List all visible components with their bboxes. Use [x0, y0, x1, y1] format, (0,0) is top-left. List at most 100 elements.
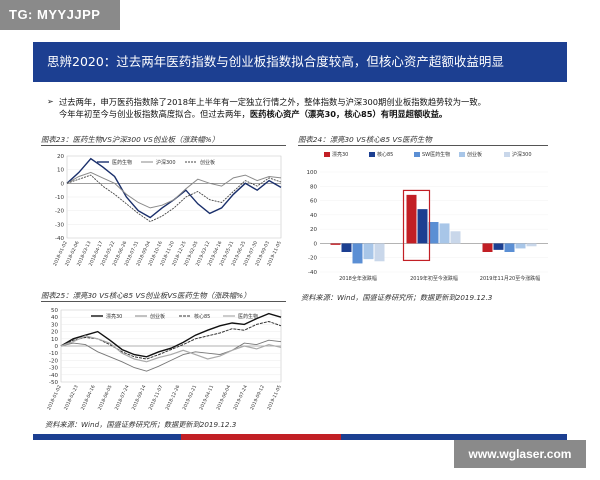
x-tick-label: 2019-09-12 — [249, 384, 266, 411]
y-tick-label: 0 — [314, 241, 318, 247]
y-tick-label: -20 — [55, 209, 64, 215]
fig25-caption: 图表25：漂亮30 VS核心85 VS创业板VS医药生物（涨跌幅%） — [41, 290, 286, 302]
legend-label: 医药生物 — [238, 313, 258, 320]
bar-创业板 — [515, 243, 526, 249]
fig24-caption-text: 图表24：漂亮30 VS核心85 VS医药生物 — [298, 135, 432, 144]
y-tick-label: 10 — [57, 168, 64, 174]
x-category-label: 2019年11月20至今涨跌幅 — [480, 275, 540, 282]
bar-漂亮30 — [482, 243, 493, 252]
bar-沪深300 — [374, 243, 385, 262]
fig23-chart: 20100-10-20-30-402018-01-022018-02-06201… — [52, 154, 283, 267]
y-tick-label: 30 — [51, 322, 58, 328]
y-tick-label: 100 — [307, 170, 318, 176]
fig25-source: 资料来源：Wind，国盛证券研究所；数据更新到2019.12.3 — [45, 420, 237, 429]
fig25-caption-text: 图表25：漂亮30 VS核心85 VS创业板VS医药生物（涨跌幅%） — [41, 291, 251, 300]
x-tick-label: 2018-09-14 — [131, 384, 148, 411]
watermark-top: TG: MYYJJPP — [0, 0, 120, 30]
series-line-医药生物 — [66, 157, 282, 219]
bar-核心85 — [493, 243, 504, 250]
x-tick-label: 2018-04-16 — [80, 384, 97, 411]
x-tick-label: 2018-06-05 — [97, 384, 114, 411]
y-tick-label: -50 — [49, 380, 58, 386]
y-tick-label: -40 — [49, 373, 58, 379]
bar-漂亮30 — [330, 243, 341, 245]
y-tick-label: 20 — [57, 154, 64, 160]
series-line-创业板 — [60, 339, 282, 372]
highlight-box — [402, 189, 431, 262]
legend-swatch — [324, 152, 330, 157]
y-tick-label: 0 — [61, 181, 65, 187]
legend-label: SW医药生物 — [422, 151, 450, 158]
legend-label: 漂亮30 — [106, 313, 122, 320]
legend-label: 创业板 — [150, 313, 165, 320]
y-tick-label: 40 — [310, 213, 317, 219]
series-line-医药生物 — [60, 335, 282, 363]
bullet-arrow-icon: ➢ — [47, 97, 54, 106]
y-tick-label: 20 — [310, 227, 317, 233]
bar-核心85 — [417, 209, 428, 244]
bar-创业板 — [439, 223, 450, 244]
x-tick-label: 2019-11-05 — [266, 384, 283, 411]
bar-沪深300 — [450, 231, 461, 244]
series-line-沪深300 — [66, 171, 282, 209]
y-tick-label: 10 — [51, 337, 58, 343]
x-category-label: 2019年初至今涨跌幅 — [410, 275, 458, 282]
y-tick-label: -40 — [308, 270, 317, 276]
series-line-创业板 — [66, 174, 282, 223]
y-tick-label: 60 — [310, 199, 317, 205]
fig24-chart: 100 80 60 40 20 0 -20 -40 2018全年涨跌幅 2019年初至今涨跌幅 20… — [307, 151, 548, 282]
y-tick-label: -10 — [49, 351, 58, 357]
legend-label: 医药生物 — [112, 159, 132, 166]
x-tick-label: 2019-02-21 — [181, 384, 198, 411]
y-tick-label: -40 — [55, 236, 64, 242]
series-line-漂亮30 — [60, 312, 282, 358]
legend-swatch — [414, 152, 420, 157]
bar-SW医药生物 — [428, 222, 439, 244]
x-tick-label: 2018-01-02 — [46, 384, 63, 411]
bullet-line-2-bold: 医药核心资产（漂亮30，核心85）有明显超额收益。 — [249, 109, 448, 119]
bullet-paragraph: ➢ 过去两年，申万医药指数除了2018年上半年有一定独立行情之外，整体指数与沪深… — [47, 96, 557, 120]
bar-沪深300 — [526, 243, 537, 247]
legend-label: 沪深300 — [512, 151, 532, 158]
y-tick-label: 80 — [310, 184, 317, 190]
slide: 思辨2020：过去两年医药指数与创业板指数拟合度较高，但核心资产超额收益明显 ➢… — [33, 42, 567, 440]
y-tick-label: 40 — [51, 315, 58, 321]
bottom-strip — [33, 434, 567, 440]
fig23-caption-text: 图表23：医药生物VS沪深300 VS创业板（涨跌幅%） — [41, 135, 220, 144]
legend-label: 核心85 — [377, 151, 393, 158]
legend-label: 沪深300 — [156, 159, 176, 166]
legend-label: 创业板 — [200, 159, 215, 166]
bullet-line-2-text: 今年年初至今与创业板指数高度拟合。但过去两年， — [59, 109, 250, 119]
bar-SW医药生物 — [504, 243, 515, 252]
bullet-line-2: 今年年初至今与创业板指数高度拟合。但过去两年，医药核心资产（漂亮30，核心85）… — [47, 108, 557, 120]
x-tick-label: 2019-06-04 — [215, 384, 232, 411]
bar-SW医药生物 — [352, 243, 363, 264]
bullet-line-1: 过去两年，申万医药指数除了2018年上半年有一定独立行情之外，整体指数与沪深30… — [59, 97, 486, 107]
x-tick-label: 2019-07-24 — [232, 384, 249, 411]
legend-swatch — [459, 152, 465, 157]
y-tick-label: 0 — [55, 344, 59, 350]
x-tick-label: 2018-07-24 — [114, 384, 131, 411]
fig24-source: 资料来源：Wind，国盛证券研究所；数据更新到2019.12.3 — [301, 293, 493, 302]
y-tick-label: -20 — [49, 358, 58, 364]
fig23-caption: 图表23：医药生物VS沪深300 VS创业板（涨跌幅%） — [41, 134, 286, 146]
y-tick-label: 50 — [51, 308, 58, 314]
bar-核心85 — [341, 243, 352, 252]
x-tick-label: 2018-02-23 — [63, 384, 80, 411]
y-tick-label: -30 — [49, 366, 58, 372]
legend-swatch — [369, 152, 375, 157]
x-tick-label: 2019-04-11 — [198, 384, 215, 411]
x-category-label: 2018全年涨跌幅 — [339, 275, 377, 282]
legend-label: 核心85 — [194, 313, 210, 320]
slide-title: 思辨2020：过去两年医药指数与创业板指数拟合度较高，但核心资产超额收益明显 — [33, 42, 567, 82]
x-tick-label: 2018-11-07 — [148, 384, 165, 411]
legend-label: 创业板 — [467, 151, 482, 158]
legend-swatch — [504, 152, 510, 157]
bar-创业板 — [363, 243, 374, 260]
x-tick-label: 2018-12-26 — [165, 384, 182, 411]
bar-漂亮30 — [406, 194, 417, 244]
watermark-bottom: www.wglaser.com — [454, 440, 586, 468]
legend-label: 漂亮30 — [332, 151, 348, 158]
fig24-caption: 图表24：漂亮30 VS核心85 VS医药生物 — [298, 134, 548, 146]
